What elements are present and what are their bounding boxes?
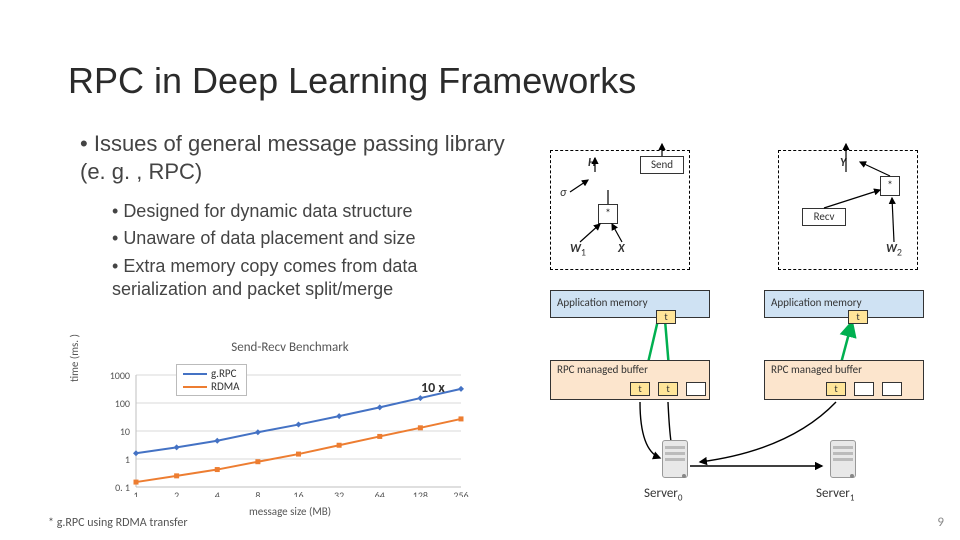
tensor-t-appmem-left: t <box>656 310 676 324</box>
sub-bullet-list: Designed for dynamic data structure Unaw… <box>112 200 512 306</box>
svg-text:10: 10 <box>120 425 130 438</box>
chart-ylabel: time (ms. ) <box>68 334 81 382</box>
sub-bullet-2: Unaware of data placement and size <box>112 227 512 250</box>
legend-label-grpc: g.RPC <box>211 367 236 380</box>
bullet-main: Issues of general message passing librar… <box>80 130 510 185</box>
svg-text:1: 1 <box>125 453 130 466</box>
tensor-t-appmem-right: t <box>848 310 868 324</box>
sub-bullet-1: Designed for dynamic data structure <box>112 200 512 223</box>
buf-slot-right-3 <box>882 382 902 396</box>
svg-text:2: 2 <box>174 489 179 497</box>
svg-text:64: 64 <box>375 489 385 497</box>
footnote: * g.RPC using RDMA transfer <box>48 516 188 530</box>
app-memory-right: Application memory <box>764 290 924 318</box>
buf-slot-left-2: t <box>658 382 678 396</box>
legend-row-grpc: g.RPC <box>183 367 240 380</box>
svg-text:16: 16 <box>293 489 303 497</box>
buf-slot-right-1: t <box>826 382 846 396</box>
chart-title: Send-Recv Benchmark <box>80 340 500 355</box>
svg-text:128: 128 <box>413 489 428 497</box>
page-number: 9 <box>937 515 944 530</box>
svg-text:1: 1 <box>133 489 138 497</box>
svg-text:0. 1: 0. 1 <box>115 481 130 494</box>
server-label-1: Server1 <box>816 486 854 504</box>
svg-text:1000: 1000 <box>110 369 130 382</box>
chart-legend: g.RPC RDMA <box>176 364 247 396</box>
svg-text:100: 100 <box>115 397 130 410</box>
svg-text:4: 4 <box>215 489 220 497</box>
sub-bullet-3: Extra memory copy comes from data serial… <box>112 255 512 302</box>
chart-annotation-10x: 10 x <box>421 379 445 396</box>
svg-text:32: 32 <box>334 489 344 497</box>
server-label-0: Server0 <box>644 486 682 504</box>
server-icon-0 <box>658 440 692 482</box>
benchmark-chart: Send-Recv Benchmark time (ms. ) 0. 11101… <box>80 340 500 500</box>
server-icon-1 <box>826 440 860 482</box>
diagram-arrows <box>540 150 940 510</box>
svg-text:8: 8 <box>255 489 260 497</box>
buf-slot-left-3 <box>686 382 706 396</box>
slide-title: RPC in Deep Learning Frameworks <box>68 60 636 102</box>
buf-slot-right-2 <box>854 382 874 396</box>
legend-label-rdma: RDMA <box>211 380 240 393</box>
rpc-diagram: H σ * W1 X Send Y * Recv W2 <box>540 150 940 510</box>
svg-text:256: 256 <box>453 489 468 497</box>
app-memory-left: Application memory <box>550 290 710 318</box>
legend-row-rdma: RDMA <box>183 380 240 393</box>
buf-slot-left-1: t <box>630 382 650 396</box>
